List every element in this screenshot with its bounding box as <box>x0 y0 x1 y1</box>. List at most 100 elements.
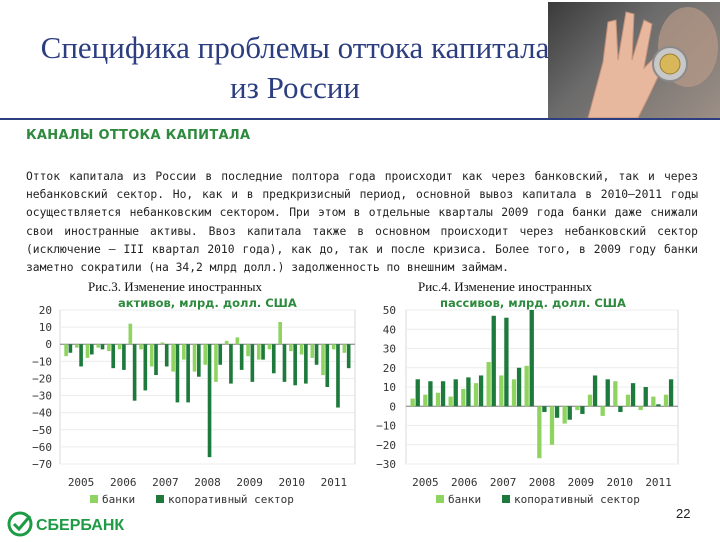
bar-banks <box>192 344 197 372</box>
section-heading: КАНАЛЫ ОТТОКА КАПИТАЛА <box>26 128 251 143</box>
bar-banks <box>600 406 605 416</box>
bar-banks <box>310 344 315 358</box>
bar-corporate <box>428 381 433 407</box>
legend-label: банки <box>448 493 481 506</box>
bar-banks <box>435 392 441 407</box>
y-tick-label: 0 <box>45 338 52 351</box>
bar-banks <box>74 344 79 348</box>
bar-corporate <box>529 310 534 407</box>
y-tick-label: 10 <box>383 381 396 394</box>
y-tick-label: −20 <box>376 439 396 452</box>
x-tick-label: 2007 <box>152 476 179 489</box>
bar-banks <box>410 398 415 407</box>
bar-banks <box>278 321 282 345</box>
bar-corporate <box>504 317 509 407</box>
x-tick-label: 2010 <box>606 476 633 489</box>
bar-banks <box>235 337 240 345</box>
bar-corporate <box>325 344 330 387</box>
bar-corporate <box>186 344 190 403</box>
x-tick-label: 2010 <box>279 476 306 489</box>
bar-corporate <box>491 315 496 407</box>
bar-banks <box>203 344 208 365</box>
bar-corporate <box>567 406 572 420</box>
y-tick-label: −30 <box>376 458 396 471</box>
bar-corporate <box>229 344 233 384</box>
title-divider <box>0 118 720 120</box>
chart-right-caption: Рис.4. Изменение иностранных <box>418 279 592 294</box>
bar-corporate <box>668 379 674 407</box>
bar-corporate <box>143 344 148 391</box>
y-tick-label: −30 <box>32 390 52 403</box>
bar-banks <box>473 383 479 407</box>
y-tick-label: −10 <box>32 355 52 368</box>
slide-title: Специфика проблемы оттока капитала из Ро… <box>40 30 550 105</box>
title-area: Специфика проблемы оттока капитала из Ро… <box>0 0 549 118</box>
bar-banks <box>224 340 229 345</box>
bar-corporate <box>440 381 446 407</box>
bar-corporate <box>111 344 116 369</box>
bar-corporate <box>336 344 340 408</box>
bar-banks <box>321 344 325 376</box>
x-tick-label: 2009 <box>236 476 263 489</box>
bar-corporate <box>293 344 297 386</box>
bar-corporate <box>100 344 105 350</box>
y-tick-label: 40 <box>383 323 396 336</box>
y-tick-label: −50 <box>32 424 52 437</box>
bar-corporate <box>314 344 319 365</box>
bar-banks <box>486 361 491 407</box>
y-tick-label: 0 <box>389 400 396 413</box>
bar-banks <box>587 394 593 407</box>
bar-banks <box>214 344 218 382</box>
bar-banks <box>562 406 567 424</box>
legend-swatch <box>156 495 164 503</box>
bar-corporate <box>630 383 636 407</box>
bar-banks <box>537 406 542 459</box>
body-paragraph: Отток капитала из России в последние пол… <box>26 170 698 275</box>
x-tick-label: 2008 <box>529 476 556 489</box>
bar-corporate <box>580 406 585 414</box>
bar-corporate <box>554 406 560 418</box>
bar-banks <box>160 342 165 345</box>
bar-corporate <box>478 375 484 407</box>
bar-banks <box>139 344 143 350</box>
legend-swatch <box>90 495 98 503</box>
bar-banks <box>511 379 517 407</box>
photo-hand-holding-coin <box>548 2 720 118</box>
bar-banks <box>117 344 122 350</box>
bar-banks <box>575 406 580 411</box>
legend-label: копоративный сектор <box>514 493 640 506</box>
bar-banks <box>499 375 504 407</box>
bar-banks <box>549 406 555 445</box>
x-tick-label: 2011 <box>321 476 348 489</box>
bar-banks <box>663 394 669 407</box>
bar-corporate <box>132 344 137 401</box>
bar-banks <box>651 396 656 407</box>
chart-left-title: активов, млрд. долл. США <box>118 296 297 310</box>
x-tick-label: 2005 <box>412 476 439 489</box>
bar-corporate <box>79 344 83 367</box>
bar-banks <box>96 344 101 348</box>
y-tick-label: −70 <box>32 458 52 471</box>
bar-banks <box>524 365 529 407</box>
bar-corporate <box>122 344 126 370</box>
sberbank-logo: СБЕРБАНК <box>6 510 146 538</box>
bar-corporate <box>466 377 471 407</box>
bar-corporate <box>197 344 201 377</box>
bar-banks <box>423 394 428 407</box>
bar-banks <box>267 344 272 350</box>
bar-corporate <box>415 379 420 407</box>
plot-area <box>59 309 356 465</box>
bar-corporate <box>542 406 547 413</box>
y-tick-label: −10 <box>376 420 396 433</box>
sberbank-logo-text: СБЕРБАНК <box>36 517 124 534</box>
bar-corporate <box>516 367 522 407</box>
bar-corporate <box>271 344 276 374</box>
bar-corporate <box>346 344 351 369</box>
x-tick-label: 2009 <box>568 476 595 489</box>
x-tick-label: 2008 <box>194 476 221 489</box>
bar-banks <box>613 381 618 407</box>
bar-corporate <box>250 344 255 382</box>
hand-coin-illustration <box>587 7 718 118</box>
y-tick-label: 20 <box>39 304 52 317</box>
